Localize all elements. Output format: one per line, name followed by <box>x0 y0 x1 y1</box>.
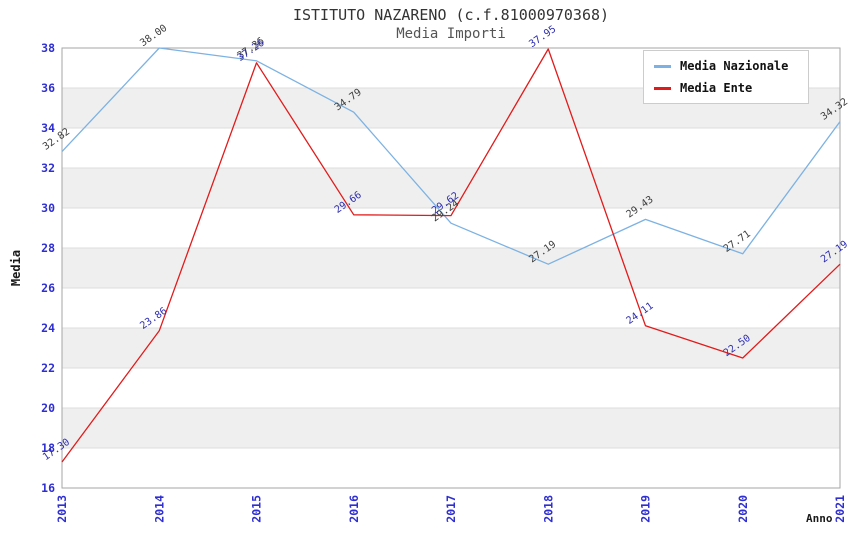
y-tick-label: 32 <box>41 161 55 175</box>
y-tick-label: 18 <box>41 441 55 455</box>
y-tick-label: 34 <box>41 121 55 135</box>
y-tick-label: 24 <box>41 321 55 335</box>
series-line-0 <box>61 47 841 265</box>
y-tick-label: 38 <box>41 41 55 55</box>
y-tick-label: 22 <box>41 361 55 375</box>
y-tick-label: 20 <box>41 401 55 415</box>
point-label: 37.95 <box>527 24 558 50</box>
x-tick-label: 2015 <box>250 495 264 523</box>
plot-frame <box>61 47 841 489</box>
legend-item-media-ente: Media Ente <box>654 81 798 95</box>
x-tick-label: 2020 <box>736 495 750 523</box>
plot-band <box>62 248 840 288</box>
x-tick-label: 2013 <box>55 495 69 523</box>
x-tick-label: 2019 <box>639 495 653 523</box>
y-axis-title: Media <box>9 249 23 287</box>
legend-label-ente: Media Ente <box>680 81 753 95</box>
y-tick-label: 30 <box>41 201 55 215</box>
point-label: 38.00 <box>138 23 169 49</box>
plot-band <box>62 128 840 168</box>
x-tick-label: 2014 <box>152 495 166 523</box>
plot-band <box>62 328 840 368</box>
legend-item-media-nazionale: Media Nazionale <box>654 59 798 73</box>
legend-label-nazionale: Media Nazionale <box>680 59 789 73</box>
y-tick-label: 36 <box>41 81 55 95</box>
chart-subtitle: Media Importi <box>396 26 506 42</box>
y-tick-label: 26 <box>41 281 55 295</box>
y-tick-label: 28 <box>41 241 55 255</box>
series-line-1 <box>61 48 841 463</box>
x-tick-label: 2017 <box>444 495 458 523</box>
chart-title: ISTITUTO NAZARENO (c.f.81000970368) <box>292 6 610 24</box>
legend-swatch-nazionale-icon <box>654 64 671 68</box>
legend-swatch-ente-icon <box>654 86 671 90</box>
plot-band <box>62 368 840 408</box>
x-tick-label: 2018 <box>541 495 555 523</box>
plot-band <box>62 448 840 488</box>
x-axis-title: Anno <box>806 512 833 525</box>
plot-band <box>62 168 840 208</box>
y-tick-label: 16 <box>41 481 55 495</box>
plot-band <box>62 288 840 328</box>
legend: Media Nazionale Media Ente <box>643 50 809 104</box>
x-tick-label: 2021 <box>833 495 847 523</box>
plot-band <box>62 408 840 448</box>
x-tick-label: 2016 <box>347 495 361 523</box>
